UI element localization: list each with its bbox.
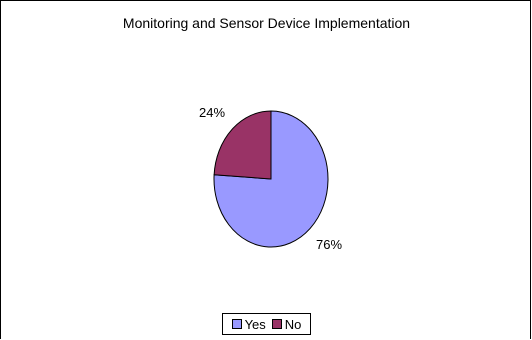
data-label-yes: 76% bbox=[316, 237, 342, 252]
chart-title: Monitoring and Sensor Device Implementat… bbox=[122, 15, 411, 31]
chart-legend: Yes No bbox=[222, 313, 311, 335]
pie-slice-no bbox=[213, 110, 272, 180]
legend-label-yes: Yes bbox=[244, 316, 266, 332]
legend-swatch-no bbox=[271, 319, 282, 329]
legend-item-yes: Yes bbox=[231, 316, 266, 332]
legend-swatch-yes bbox=[231, 319, 242, 329]
legend-item-no: No bbox=[271, 316, 302, 332]
data-label-no: 24% bbox=[199, 105, 225, 120]
legend-label-no: No bbox=[284, 316, 302, 332]
